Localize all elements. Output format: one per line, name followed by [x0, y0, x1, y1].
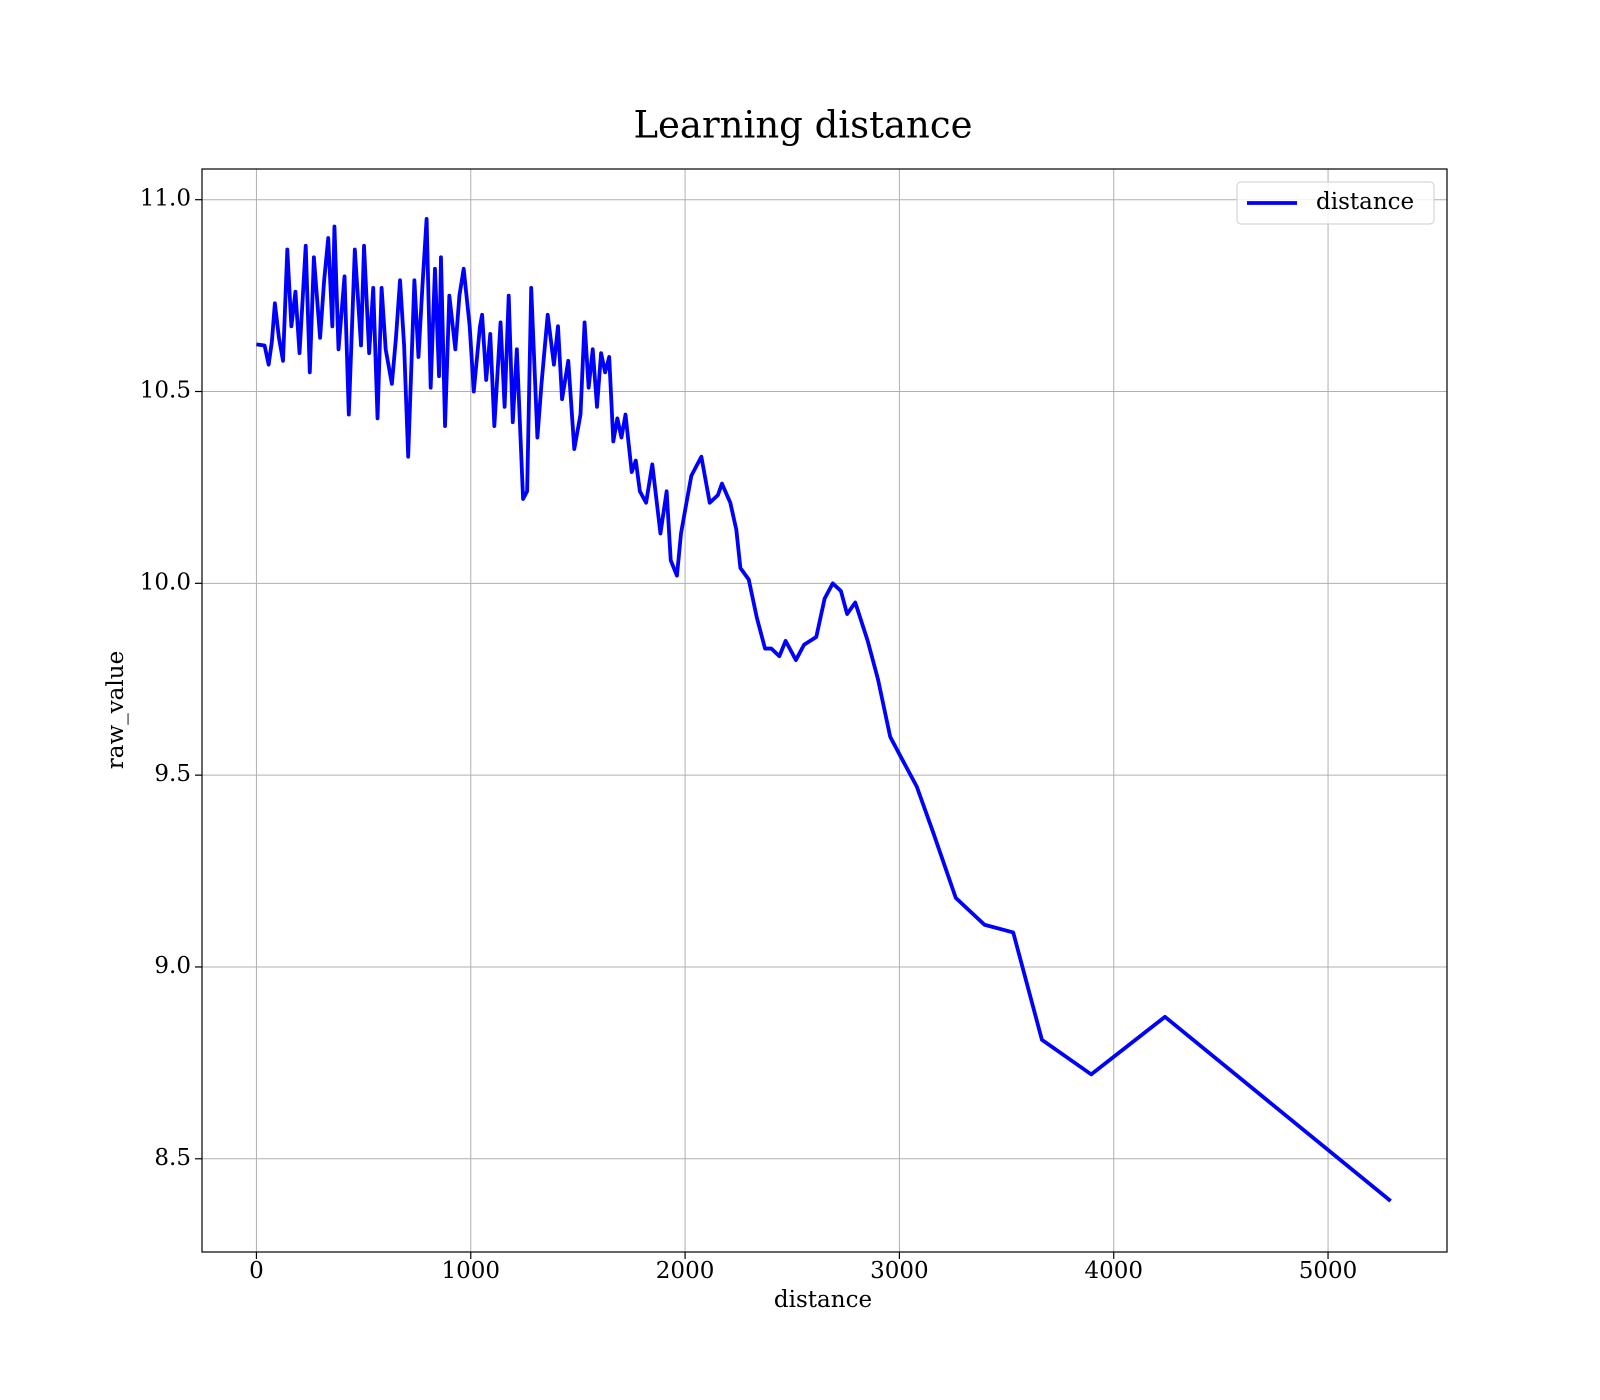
y-axis-label: raw_value — [103, 651, 129, 769]
y-tick-label: 9.5 — [154, 761, 191, 787]
x-axis-label: distance — [774, 1287, 872, 1313]
y-tick-label: 11.0 — [140, 186, 191, 212]
data-line — [256, 216, 1392, 1203]
y-tick-label: 8.5 — [154, 1145, 191, 1171]
plot-frame — [201, 168, 1448, 1253]
x-tick-label: 0 — [249, 1258, 264, 1284]
x-tick-label: 5000 — [1299, 1258, 1358, 1284]
legend-box — [1236, 181, 1435, 225]
legend-label: distance — [1316, 189, 1414, 215]
x-tick-label: 3000 — [870, 1258, 929, 1284]
y-tick-label: 10.5 — [140, 378, 191, 404]
x-tick-label: 2000 — [656, 1258, 715, 1284]
y-tick-label: 9.0 — [154, 953, 191, 979]
x-tick-label: 4000 — [1084, 1258, 1143, 1284]
chart-title: Learning distance — [633, 104, 972, 147]
x-tick-label: 1000 — [441, 1258, 500, 1284]
y-tick-label: 10.0 — [140, 569, 191, 595]
